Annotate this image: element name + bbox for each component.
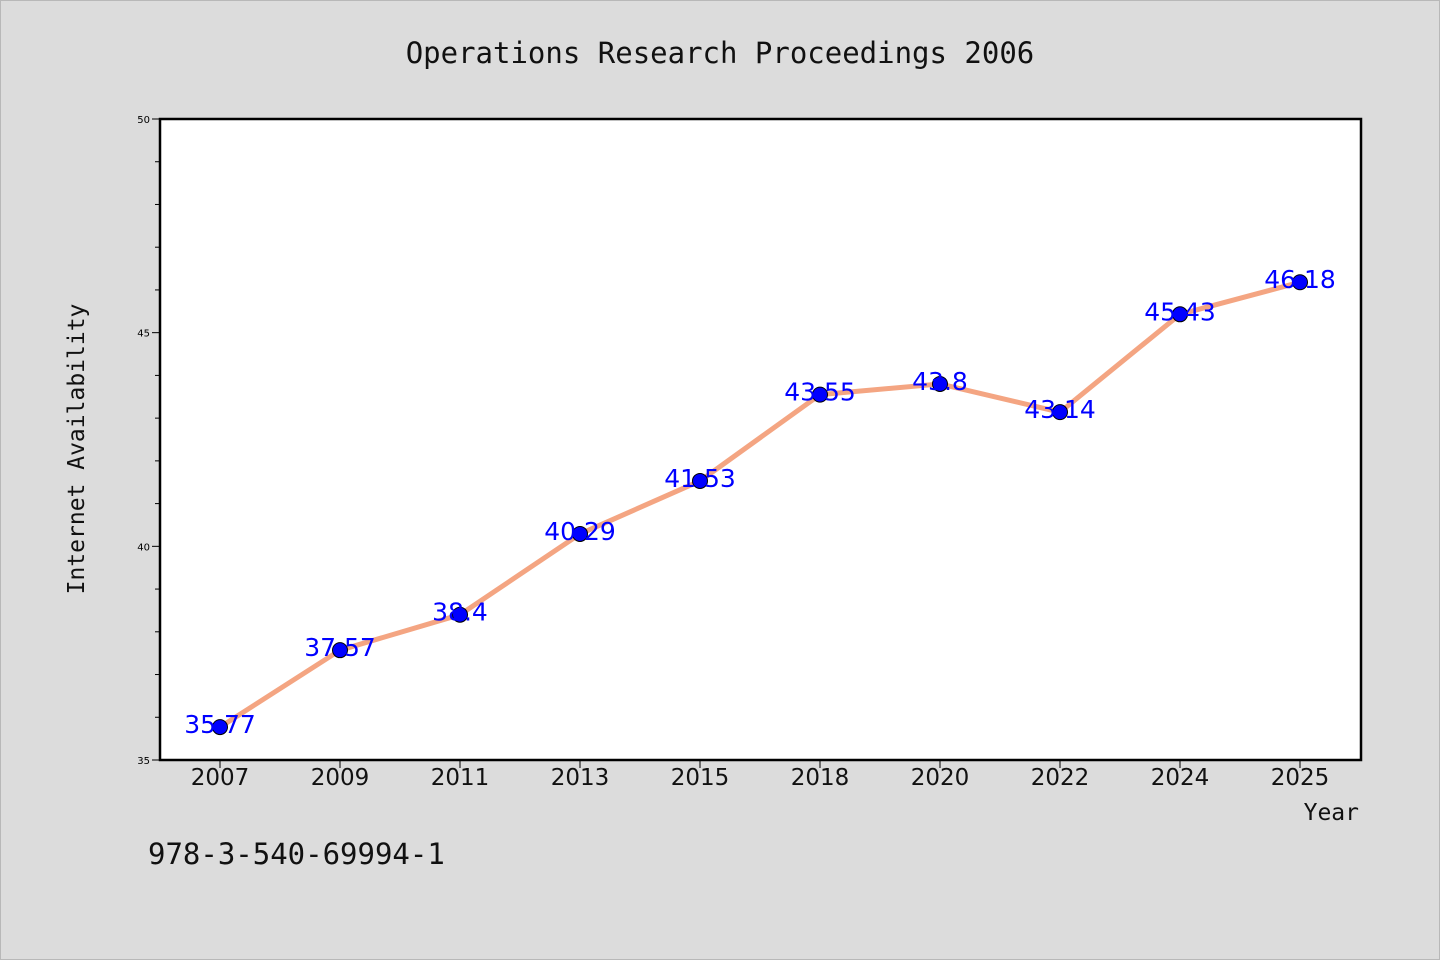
data-point — [212, 719, 228, 736]
y-axis: 35 40 45 50 — [137, 115, 159, 767]
x-tick-label: 2013 — [551, 765, 610, 791]
y-tick-label: 40 — [137, 542, 150, 553]
data-label: 46.18 — [1264, 265, 1336, 294]
isbn-text: 978-3-540-69994-1 — [148, 837, 445, 871]
series-line — [217, 279, 1303, 730]
x-tick-label: 2007 — [191, 765, 250, 791]
data-label: 45.43 — [1144, 297, 1216, 326]
x-tick-label: 2024 — [1151, 765, 1210, 791]
data-labels: 35.77 37.57 38.4 40.29 41.53 43.55 43.8 43.14 45… — [184, 265, 1336, 739]
data-point — [1172, 306, 1188, 323]
data-point — [452, 606, 468, 623]
data-label: 37.57 — [304, 633, 376, 662]
y-axis-label: Internet Availability — [64, 304, 90, 595]
x-tick-label: 2020 — [911, 765, 970, 791]
chart-title: Operations Research Proceedings 2006 — [406, 36, 1035, 70]
x-tick-label: 2022 — [1031, 765, 1090, 791]
y-tick-label: 35 — [137, 756, 150, 767]
data-label: 43.8 — [912, 367, 968, 396]
data-point — [572, 525, 588, 542]
data-label: 35.77 — [184, 710, 256, 739]
data-label: 38.4 — [432, 598, 488, 627]
data-point — [1052, 404, 1068, 421]
data-point — [932, 375, 948, 392]
x-axis-label: Year — [1304, 800, 1359, 826]
x-tick-label: 2011 — [431, 765, 490, 791]
data-points — [212, 274, 1308, 736]
y-tick-label: 50 — [137, 115, 150, 126]
data-point — [332, 642, 348, 659]
x-tick-label: 2018 — [791, 765, 850, 791]
x-tick-label: 2015 — [671, 765, 730, 791]
y-tick-label: 45 — [137, 329, 150, 340]
data-point — [692, 472, 708, 489]
data-point — [812, 386, 828, 403]
data-label: 43.14 — [1024, 395, 1096, 424]
data-label: 43.55 — [784, 378, 856, 407]
data-label: 40.29 — [544, 517, 616, 546]
x-tick-label: 2009 — [311, 765, 370, 791]
x-tick-label: 2025 — [1271, 765, 1330, 791]
data-label: 41.53 — [664, 464, 736, 493]
data-point — [1292, 274, 1308, 291]
x-axis: 2007 2009 2011 2013 2015 2018 2020 2022 2024 2025 — [191, 761, 1330, 791]
